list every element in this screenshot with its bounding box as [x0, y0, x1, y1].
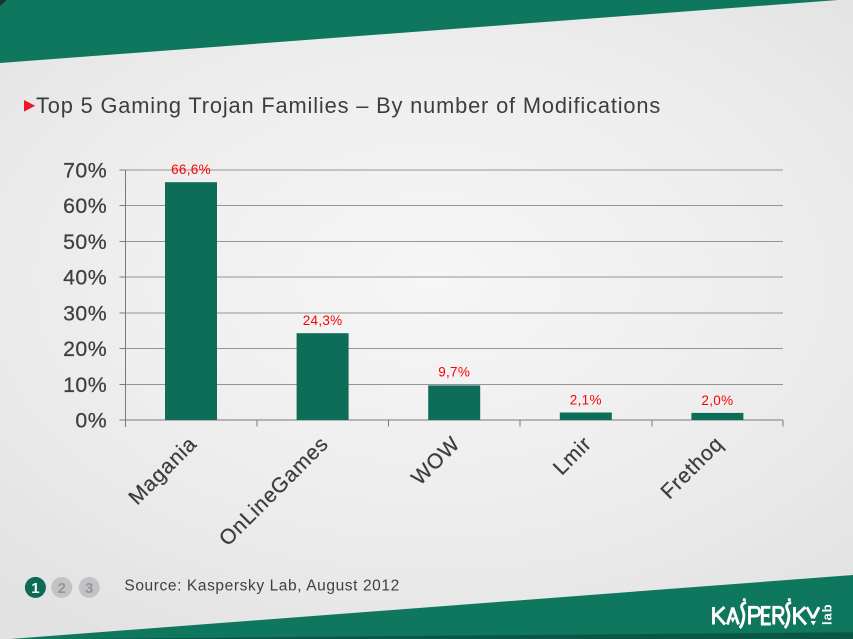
svg-text:0%: 0% [75, 409, 107, 433]
svg-text:Frethoq: Frethoq [657, 432, 728, 503]
svg-text:1: 1 [31, 580, 39, 597]
svg-text:60%: 60% [63, 194, 107, 218]
svg-text:2,0%: 2,0% [701, 393, 733, 408]
svg-text:Top 5 Gaming Trojan Families –: Top 5 Gaming Trojan Families – By number… [36, 93, 661, 118]
svg-text:30%: 30% [63, 301, 107, 325]
svg-text:2: 2 [58, 580, 66, 597]
svg-text:Lmir: Lmir [549, 432, 596, 479]
svg-text:66,6%: 66,6% [171, 162, 211, 177]
svg-text:2,1%: 2,1% [570, 393, 602, 408]
svg-text:lab: lab [820, 604, 835, 625]
svg-text:Source: Kaspersky Lab, August: Source: Kaspersky Lab, August 2012 [124, 577, 399, 594]
svg-text:9,7%: 9,7% [438, 364, 470, 379]
svg-text:70%: 70% [63, 159, 107, 183]
svg-text:20%: 20% [63, 337, 107, 361]
svg-text:10%: 10% [63, 373, 107, 397]
svg-text:24,3%: 24,3% [303, 313, 343, 328]
svg-text:40%: 40% [63, 266, 107, 290]
svg-text:WOW: WOW [407, 432, 465, 490]
svg-text:50%: 50% [63, 230, 107, 254]
svg-text:3: 3 [85, 580, 93, 597]
svg-text:OnLineGames: OnLineGames [215, 432, 333, 550]
svg-text:Magania: Magania [124, 432, 201, 509]
